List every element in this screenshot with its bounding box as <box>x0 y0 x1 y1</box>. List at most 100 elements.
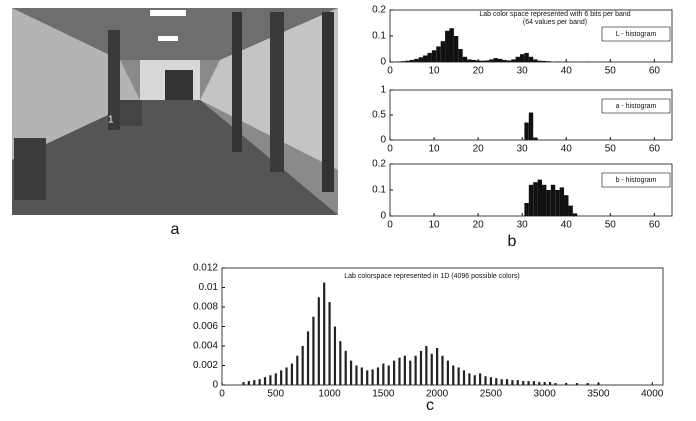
y-tick-label: 0 <box>212 380 218 391</box>
bar <box>377 367 379 385</box>
bar <box>551 185 555 216</box>
bar <box>529 185 533 216</box>
caption: a <box>171 221 180 238</box>
bar <box>441 356 443 385</box>
light <box>158 36 178 41</box>
bar <box>527 381 529 385</box>
bar <box>445 31 449 62</box>
bar <box>524 123 528 141</box>
bar <box>546 61 550 62</box>
bar <box>564 195 568 216</box>
x-tick-label: 40 <box>561 144 573 155</box>
bar <box>280 370 282 385</box>
bar <box>312 317 314 385</box>
bar <box>248 381 250 385</box>
bar <box>449 28 453 62</box>
x-tick-label: 30 <box>517 144 529 155</box>
bar <box>350 361 352 385</box>
x-tick-label: 60 <box>649 66 661 77</box>
bar <box>361 367 363 385</box>
x-tick-label: 2000 <box>426 389 449 400</box>
bar <box>345 351 347 385</box>
bar <box>355 366 357 386</box>
bar <box>259 379 261 385</box>
y-tick-label: 0 <box>380 57 386 68</box>
bar <box>538 180 542 216</box>
y-tick-label: 0.01 <box>199 282 219 293</box>
y-tick-label: 0 <box>380 211 386 222</box>
bar <box>506 379 508 385</box>
y-tick-label: 0 <box>380 135 386 146</box>
bar <box>524 203 528 216</box>
bar <box>597 383 599 385</box>
x-tick-label: 0 <box>387 220 393 231</box>
bar <box>549 382 551 385</box>
bar <box>447 361 449 385</box>
bar <box>323 283 325 385</box>
door-frame <box>322 12 334 192</box>
bar <box>291 364 293 385</box>
bar <box>468 373 470 385</box>
y-tick-label: 0.2 <box>372 5 386 16</box>
y-tick-label: 0.006 <box>193 321 218 332</box>
bar <box>371 369 373 385</box>
bar <box>544 382 546 385</box>
bar <box>452 366 454 386</box>
bar <box>467 59 471 62</box>
bar <box>538 61 542 62</box>
chart-title: Lab colorspace represented in 1D (4096 p… <box>344 273 520 280</box>
bar <box>302 346 304 385</box>
chart-title: Lab color space represented with 6 bits … <box>479 11 630 18</box>
bar <box>423 56 427 63</box>
bar <box>242 382 244 385</box>
door-frame <box>232 12 242 152</box>
x-tick-label: 0 <box>387 144 393 155</box>
hallway-photo: 1 <box>12 8 338 215</box>
x-tick-label: 30 <box>517 66 529 77</box>
bar <box>463 57 467 62</box>
y-tick-label: 0.008 <box>193 302 218 313</box>
x-tick-label: 50 <box>605 220 617 231</box>
bar <box>517 380 519 385</box>
y-tick-label: 0.5 <box>372 110 386 121</box>
bar <box>507 60 511 62</box>
bar <box>489 59 493 62</box>
y-tick-label: 0.1 <box>372 185 386 196</box>
x-tick-label: 60 <box>649 144 661 155</box>
bar <box>560 187 564 216</box>
x-tick-label: 1000 <box>318 389 341 400</box>
x-tick-label: 30 <box>517 220 529 231</box>
bar <box>565 383 567 385</box>
legend-label: L - histogram <box>616 31 657 38</box>
x-tick-label: 40 <box>561 66 573 77</box>
bar <box>393 361 395 385</box>
bar <box>498 59 502 62</box>
bar <box>458 49 462 62</box>
x-tick-label: 500 <box>267 389 284 400</box>
x-tick-label: 50 <box>605 144 617 155</box>
x-tick-label: 20 <box>473 144 485 155</box>
bar <box>366 370 368 385</box>
bar <box>432 50 436 62</box>
photo-marker: 1 <box>108 115 114 126</box>
bar <box>533 381 535 385</box>
x-tick-label: 2500 <box>480 389 503 400</box>
bar <box>555 61 559 62</box>
x-tick-label: 4000 <box>641 389 664 400</box>
bar <box>576 383 578 385</box>
y-tick-label: 0.2 <box>372 159 386 170</box>
bar <box>441 41 445 62</box>
bar <box>419 57 423 62</box>
bar <box>409 361 411 385</box>
bar <box>555 190 559 216</box>
bar <box>410 60 414 62</box>
x-tick-label: 20 <box>473 220 485 231</box>
bar <box>533 59 537 62</box>
bar <box>436 46 440 62</box>
bar <box>401 61 405 62</box>
trash-can <box>14 138 46 200</box>
bar <box>397 61 401 62</box>
bar <box>339 341 341 385</box>
bar <box>522 381 524 385</box>
